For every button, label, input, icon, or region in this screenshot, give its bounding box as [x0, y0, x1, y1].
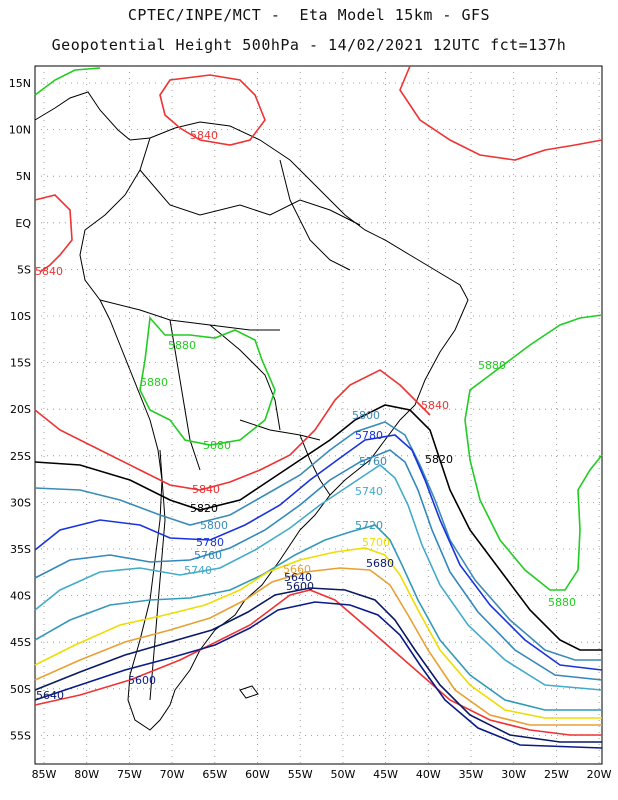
- longitude-tick-label: 40W: [416, 768, 441, 781]
- contour-label: 5600: [128, 674, 156, 687]
- contour-5660: [34, 587, 602, 743]
- contour-5840-venezuela: [159, 74, 266, 146]
- contour-5680: [34, 567, 602, 726]
- contour-label: 5760: [194, 549, 222, 562]
- latitude-tick-label: 10N: [9, 124, 31, 137]
- contour-label: 5640: [36, 689, 64, 702]
- contour-5820: [34, 404, 602, 651]
- map-subtitle: Geopotential Height 500hPa - 14/02/2021 …: [51, 36, 567, 54]
- longitude-tick-label: 60W: [245, 768, 270, 781]
- latitude-tick-label: 5S: [17, 263, 31, 276]
- contour-label: 5640: [284, 571, 312, 584]
- contour-label: 5880: [168, 339, 196, 352]
- contour-5880-north: [34, 67, 101, 96]
- contour-label: 5880: [478, 359, 506, 372]
- contour-label: 5840: [192, 483, 220, 496]
- latitude-tick-label: EQ: [15, 217, 31, 230]
- contour-5800: [34, 421, 602, 661]
- contour-label: 5780: [355, 429, 383, 442]
- latitude-labels: 15N 10N 5N EQ 5S 10S 15S 20S 25S 30S 35S 40S 45S 50S 5…: [9, 77, 32, 742]
- bolivia-border: [169, 319, 201, 471]
- peru-brazil-border: [99, 299, 280, 331]
- contour-5740: [34, 463, 603, 691]
- longitude-tick-label: 55W: [288, 768, 313, 781]
- contour-label: 5600: [286, 580, 314, 593]
- contour-label: 5880: [203, 439, 231, 452]
- contour-label: 5680: [366, 557, 394, 570]
- contour-lines: [34, 65, 603, 749]
- latitude-tick-label: 10S: [10, 310, 31, 323]
- guiana-borders: [279, 159, 351, 271]
- latitude-tick-label: 55S: [10, 729, 31, 742]
- northern-borders: [139, 169, 361, 226]
- longitude-tick-label: 20W: [587, 768, 612, 781]
- latitude-tick-label: 20S: [10, 403, 31, 416]
- latitude-tick-label: 15N: [9, 77, 31, 90]
- latitude-tick-label: 45S: [10, 636, 31, 649]
- contour-5840-south: [34, 589, 602, 736]
- latitude-tick-label: 15S: [10, 357, 31, 370]
- contour-label: 5740: [355, 485, 383, 498]
- coastlines: [34, 91, 469, 731]
- contour-label: 5780: [196, 536, 224, 549]
- contour-5760: [34, 449, 603, 681]
- contour-label: 5660: [283, 563, 311, 576]
- longitude-tick-label: 30W: [501, 768, 526, 781]
- longitude-labels: 85W 80W 75W 70W 65W 60W 55W 50W 45W 40W 35W 30W 25W 2…: [32, 768, 612, 781]
- uruguay-border: [299, 434, 331, 496]
- contour-label: 5820: [425, 453, 453, 466]
- contour-5840-northeast: [399, 65, 603, 161]
- latitude-tick-label: 35S: [10, 543, 31, 556]
- longitude-tick-label: 75W: [117, 768, 142, 781]
- longitude-tick-label: 65W: [202, 768, 227, 781]
- contour-label: 5840: [35, 265, 63, 278]
- contour-5840-main: [34, 369, 431, 491]
- contour-label: 5800: [200, 519, 228, 532]
- longitude-tick-label: 45W: [373, 768, 398, 781]
- contour-label: 5720: [355, 519, 383, 532]
- longitude-tick-label: 50W: [330, 768, 355, 781]
- contour-5880-bolivia: [139, 316, 276, 446]
- contour-label: 5800: [352, 409, 380, 422]
- lat-lon-grid: [35, 66, 602, 764]
- contour-label: 5760: [359, 455, 387, 468]
- latitude-tick-label: 5N: [16, 170, 31, 183]
- bolivia-brazil-border: [209, 324, 281, 431]
- contour-5720: [34, 524, 602, 711]
- map-title: CPTEC/INPE/MCT - Eta Model 15km - GFS: [127, 6, 491, 24]
- latitude-tick-label: 30S: [10, 496, 31, 509]
- contour-5780: [34, 434, 603, 671]
- south-america-coast: [79, 121, 469, 731]
- longitude-tick-label: 25W: [544, 768, 569, 781]
- contour-5700: [34, 547, 602, 719]
- contour-label: 5840: [421, 399, 449, 412]
- contour-5640: [34, 601, 603, 749]
- central-america-coast: [34, 91, 151, 141]
- contour-5880-atlantic: [464, 314, 603, 591]
- contour-label: 5880: [140, 376, 168, 389]
- contour-5840-west: [34, 194, 73, 273]
- longitude-tick-label: 35W: [459, 768, 484, 781]
- longitude-tick-label: 70W: [160, 768, 185, 781]
- latitude-tick-label: 50S: [10, 683, 31, 696]
- latitude-tick-label: 25S: [10, 450, 31, 463]
- contour-label: 5740: [184, 564, 212, 577]
- paraguay-border: [239, 419, 321, 441]
- longitude-tick-label: 80W: [74, 768, 99, 781]
- contour-label: 5700: [362, 536, 390, 549]
- contour-value-labels: 5840 5840 5880 5880 5880 5880 5880 5840 …: [35, 129, 576, 702]
- longitude-tick-label: 85W: [32, 768, 57, 781]
- falkland-islands: [239, 685, 259, 699]
- map-frame: [34, 65, 603, 765]
- latitude-tick-label: 40S: [10, 590, 31, 603]
- contour-label: 5840: [190, 129, 218, 142]
- contour-label: 5880: [548, 596, 576, 609]
- contour-label: 5820: [190, 502, 218, 515]
